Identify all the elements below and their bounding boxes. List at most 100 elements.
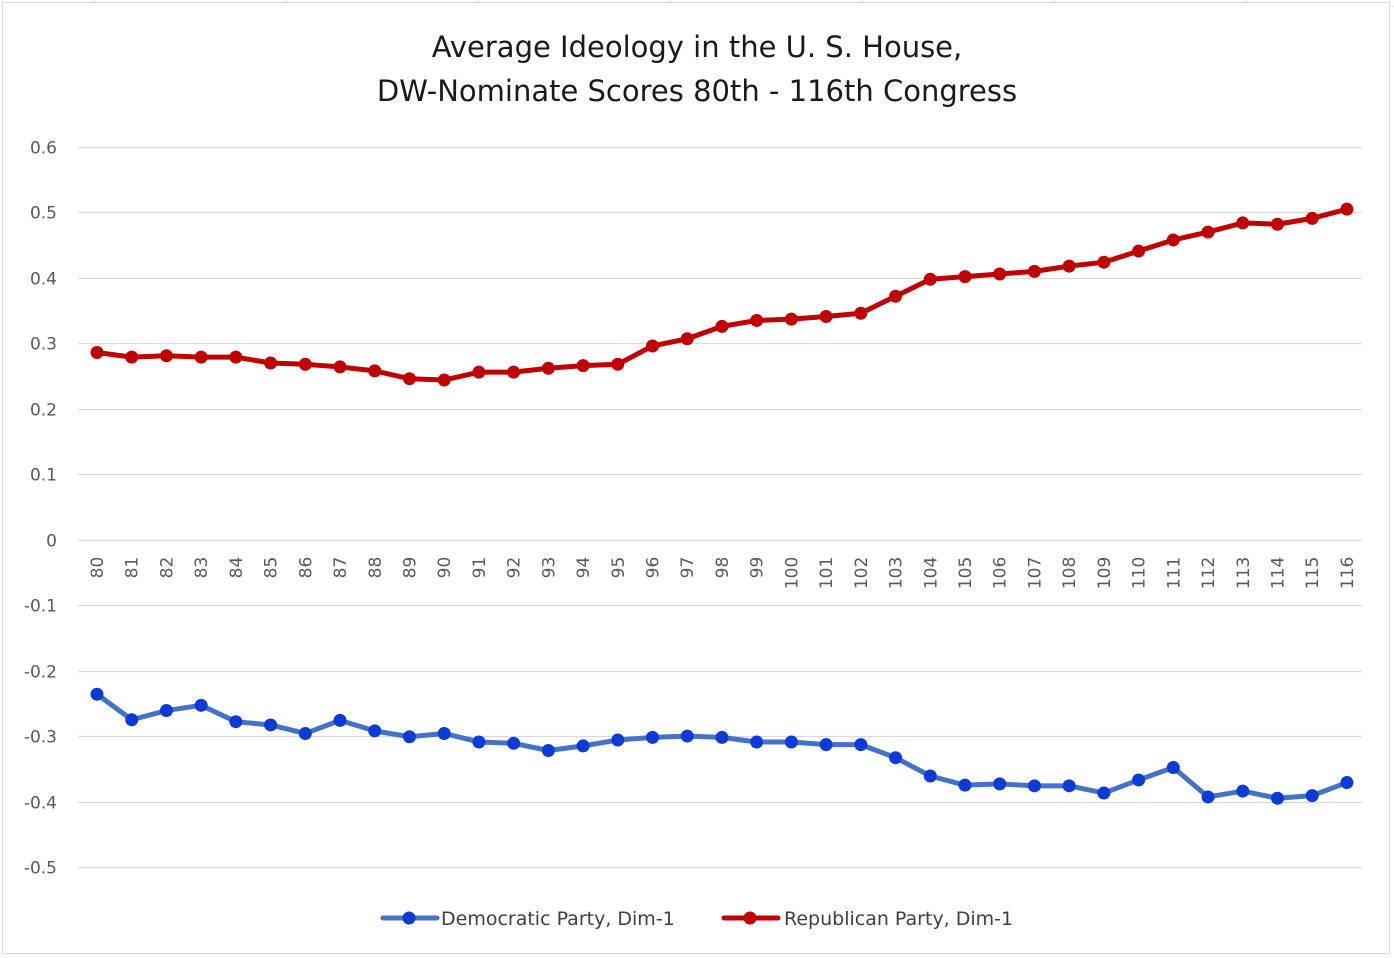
data-point[interactable] <box>750 313 764 327</box>
data-point[interactable] <box>159 704 173 718</box>
data-point[interactable] <box>1236 784 1250 798</box>
data-point[interactable] <box>437 373 451 387</box>
x-tick-label: 95 <box>609 557 629 579</box>
data-point[interactable] <box>1236 216 1250 230</box>
data-point[interactable] <box>125 350 139 364</box>
data-point[interactable] <box>819 310 833 324</box>
data-point[interactable] <box>229 350 243 364</box>
data-point[interactable] <box>1305 789 1319 803</box>
data-point[interactable] <box>1062 259 1076 273</box>
data-point[interactable] <box>1097 255 1111 269</box>
legend-item[interactable]: Democratic Party, Dim-1 <box>380 908 675 930</box>
x-tick-label: 104 <box>921 557 941 589</box>
data-point[interactable] <box>194 350 208 364</box>
data-point[interactable] <box>333 360 347 374</box>
data-point[interactable] <box>1027 779 1041 793</box>
data-point[interactable] <box>958 270 972 284</box>
data-point[interactable] <box>402 372 416 386</box>
legend[interactable]: Democratic Party, Dim-1 Republican Party,… <box>380 908 1013 930</box>
legend-label: Republican Party, Dim-1 <box>784 908 1013 930</box>
data-point[interactable] <box>507 736 521 750</box>
data-point[interactable] <box>715 730 729 744</box>
x-tick-label: 83 <box>192 557 212 579</box>
data-point[interactable] <box>1305 211 1319 225</box>
data-point[interactable] <box>1132 773 1146 787</box>
data-point[interactable] <box>923 272 937 286</box>
data-point[interactable] <box>1340 202 1354 216</box>
data-point[interactable] <box>90 687 104 701</box>
y-tick-label: -0.2 <box>24 663 57 683</box>
y-tick-label: 0.1 <box>30 466 57 486</box>
data-point[interactable] <box>784 312 798 326</box>
data-point[interactable] <box>472 365 486 379</box>
data-point[interactable] <box>819 738 833 752</box>
data-point[interactable] <box>298 357 312 371</box>
x-tick-label: 116 <box>1338 557 1358 589</box>
x-tick-label: 97 <box>678 557 698 579</box>
data-point[interactable] <box>1027 264 1041 278</box>
data-point[interactable] <box>298 726 312 740</box>
data-point[interactable] <box>715 319 729 333</box>
data-point[interactable] <box>1166 761 1180 775</box>
data-point[interactable] <box>229 715 243 729</box>
data-point[interactable] <box>264 718 278 732</box>
series-line <box>94 206 1350 383</box>
x-tick-label: 100 <box>782 557 802 589</box>
x-tick-label: 103 <box>887 557 907 589</box>
data-point[interactable] <box>611 357 625 371</box>
data-point[interactable] <box>993 777 1007 791</box>
data-point[interactable] <box>576 359 590 373</box>
data-point[interactable] <box>993 267 1007 281</box>
data-point[interactable] <box>680 332 694 346</box>
data-point[interactable] <box>889 751 903 765</box>
data-point[interactable] <box>1132 244 1146 258</box>
data-point[interactable] <box>854 306 868 320</box>
data-point[interactable] <box>368 364 382 378</box>
data-point[interactable] <box>1340 776 1354 790</box>
data-point[interactable] <box>264 356 278 370</box>
data-point[interactable] <box>923 769 937 783</box>
data-point[interactable] <box>1097 786 1111 800</box>
data-point[interactable] <box>368 724 382 738</box>
x-tick-label: 113 <box>1234 557 1254 589</box>
data-point[interactable] <box>90 346 104 360</box>
data-point[interactable] <box>646 730 660 744</box>
legend-item[interactable]: Republican Party, Dim-1 <box>721 908 1013 930</box>
y-tick-label: -0.3 <box>24 728 57 748</box>
data-point[interactable] <box>1062 779 1076 793</box>
data-point[interactable] <box>1270 791 1284 805</box>
data-point[interactable] <box>472 735 486 749</box>
data-point[interactable] <box>541 743 555 757</box>
x-tick-label: 111 <box>1164 557 1184 589</box>
series-democratic[interactable] <box>90 687 1354 805</box>
y-tick-label: 0 <box>46 532 57 552</box>
data-point[interactable] <box>784 735 798 749</box>
data-point[interactable] <box>750 735 764 749</box>
data-point[interactable] <box>1270 217 1284 231</box>
legend-label: Democratic Party, Dim-1 <box>441 908 675 930</box>
data-point[interactable] <box>194 698 208 712</box>
series-republican[interactable] <box>90 202 1354 387</box>
data-point[interactable] <box>125 713 139 727</box>
data-point[interactable] <box>333 713 347 727</box>
data-point[interactable] <box>854 738 868 752</box>
data-point[interactable] <box>1166 233 1180 247</box>
data-point[interactable] <box>611 733 625 747</box>
data-point[interactable] <box>1201 790 1215 804</box>
y-axis-tick-labels: 0.6 0.5 0.4 0.3 0.2 0.1 0 -0.1 -0.2 -0.3 -0.4 -0.5 <box>24 139 57 879</box>
data-point[interactable] <box>437 726 451 740</box>
data-point[interactable] <box>1201 225 1215 239</box>
y-tick-label: 0.5 <box>30 204 57 224</box>
data-point[interactable] <box>507 365 521 379</box>
data-point[interactable] <box>680 729 694 743</box>
data-point[interactable] <box>576 739 590 753</box>
data-point[interactable] <box>402 730 416 744</box>
data-point[interactable] <box>958 778 972 792</box>
data-point[interactable] <box>889 289 903 303</box>
data-point[interactable] <box>541 361 555 375</box>
data-point[interactable] <box>159 349 173 363</box>
data-series <box>90 202 1354 805</box>
x-tick-label: 108 <box>1060 557 1080 589</box>
data-point[interactable] <box>646 339 660 353</box>
